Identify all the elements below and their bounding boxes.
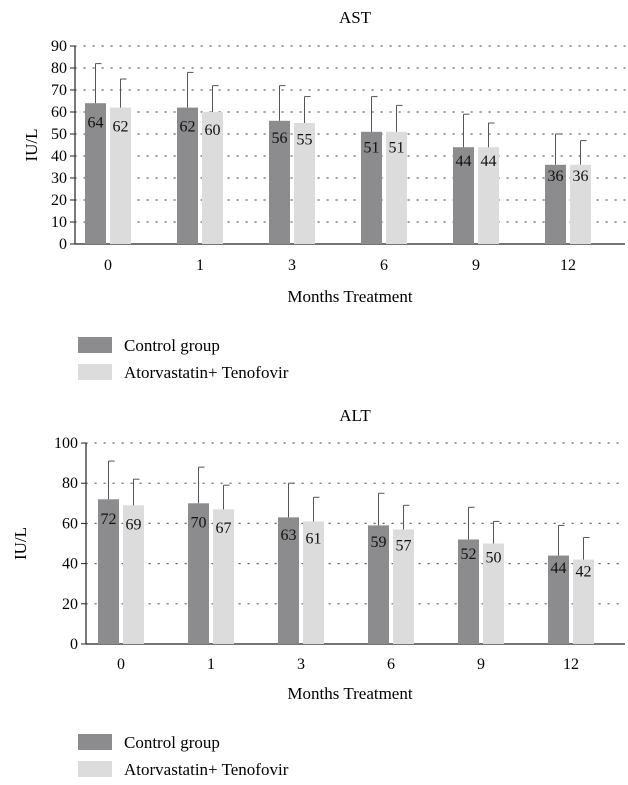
- data-label: 51: [364, 139, 380, 156]
- x-axis-label: Months Treatment: [287, 684, 412, 703]
- bar-atorvastatin: [386, 131, 407, 244]
- bar-control: [361, 131, 382, 244]
- data-label: 42: [576, 564, 592, 581]
- data-label: 60: [205, 122, 221, 139]
- legend-label: Atorvastatin+ Tenofovir: [124, 363, 289, 382]
- data-label: 63: [281, 527, 297, 544]
- chart-title: ALT: [339, 406, 371, 425]
- y-tick-label: 0: [70, 636, 78, 653]
- x-tick-label: 3: [297, 656, 305, 673]
- y-tick-label: 30: [51, 170, 67, 187]
- bar-control: [188, 503, 209, 644]
- x-tick-label: 9: [477, 656, 485, 673]
- data-label: 70: [191, 515, 207, 532]
- x-tick-label: 1: [196, 257, 204, 274]
- bar-control: [548, 555, 569, 644]
- data-label: 52: [461, 546, 477, 563]
- bar-atorvastatin: [483, 543, 504, 644]
- bar-control: [458, 539, 479, 644]
- bar-atorvastatin: [478, 147, 499, 244]
- y-tick-label: 20: [62, 596, 78, 613]
- legend-swatch: [78, 761, 112, 777]
- x-axis-label: Months Treatment: [287, 287, 412, 306]
- data-label: 51: [389, 139, 405, 156]
- y-tick-label: 100: [54, 435, 78, 452]
- y-tick-label: 90: [51, 38, 67, 55]
- bar-atorvastatin: [573, 559, 594, 644]
- y-tick-label: 60: [51, 104, 67, 121]
- x-tick-label: 3: [288, 257, 296, 274]
- x-tick-label: 6: [380, 257, 388, 274]
- y-tick-label: 60: [62, 515, 78, 532]
- bar-control: [368, 525, 389, 644]
- data-label: 55: [297, 132, 313, 149]
- data-label: 50: [486, 550, 502, 567]
- x-tick-label: 12: [560, 257, 576, 274]
- x-tick-label: 6: [387, 656, 395, 673]
- data-label: 67: [216, 520, 232, 537]
- y-tick-label: 10: [51, 214, 67, 231]
- chart-ast: AST 0 10 20 30 40 50 60 70 80 90 IU/L 64 62 0 62 60 1 56 55…: [22, 8, 626, 382]
- legend-swatch: [78, 364, 112, 380]
- y-tick-label: 40: [62, 556, 78, 573]
- data-label: 62: [113, 118, 129, 135]
- data-label: 69: [126, 516, 142, 533]
- data-label: 36: [548, 168, 564, 185]
- data-label: 56: [272, 130, 288, 147]
- bar-atorvastatin: [110, 107, 131, 244]
- x-tick-label: 12: [563, 656, 579, 673]
- legend-swatch: [78, 337, 112, 353]
- y-axis-label: IU/L: [22, 128, 41, 161]
- bar-control: [278, 517, 299, 644]
- x-tick-label: 9: [472, 257, 480, 274]
- chart-alt: ALT 0 20 40 60 80 100 IU/L 72 69 0 70 67 1 63 61 3 59 57 6 5…: [11, 406, 626, 779]
- legend-label: Atorvastatin+ Tenofovir: [124, 760, 289, 779]
- x-tick-label: 1: [207, 656, 215, 673]
- data-label: 44: [551, 560, 567, 577]
- data-label: 36: [573, 168, 589, 185]
- x-tick-label: 0: [117, 656, 125, 673]
- x-tick-label: 0: [104, 257, 112, 274]
- bar-control: [453, 147, 474, 244]
- bar-control: [85, 103, 106, 244]
- chart-title: AST: [339, 8, 372, 27]
- bar-control: [98, 499, 119, 644]
- data-label: 59: [371, 534, 387, 551]
- bar-atorvastatin: [393, 529, 414, 644]
- data-label: 61: [306, 530, 322, 547]
- bar-atorvastatin: [294, 123, 315, 244]
- bar-atorvastatin: [123, 505, 144, 644]
- y-tick-label: 70: [51, 82, 67, 99]
- y-tick-label: 20: [51, 192, 67, 209]
- data-label: 64: [88, 115, 104, 132]
- legend-label: Control group: [124, 336, 220, 355]
- y-axis-label: IU/L: [11, 527, 30, 560]
- data-label: 62: [180, 118, 196, 135]
- bar-atorvastatin: [202, 112, 223, 244]
- legend-swatch: [78, 734, 112, 750]
- bar-atorvastatin: [570, 164, 591, 244]
- bar-atorvastatin: [303, 521, 324, 644]
- bar-control: [269, 120, 290, 244]
- bar-control: [545, 164, 566, 244]
- y-tick-label: 80: [62, 475, 78, 492]
- y-tick-label: 0: [59, 236, 67, 253]
- legend-label: Control group: [124, 733, 220, 752]
- data-label: 57: [396, 537, 412, 554]
- bar-control: [177, 107, 198, 244]
- y-tick-label: 50: [51, 126, 67, 143]
- data-label: 44: [456, 153, 472, 170]
- data-label: 72: [101, 511, 117, 528]
- y-tick-label: 80: [51, 60, 67, 77]
- bar-atorvastatin: [213, 509, 234, 644]
- data-label: 44: [481, 153, 497, 170]
- y-tick-label: 40: [51, 148, 67, 165]
